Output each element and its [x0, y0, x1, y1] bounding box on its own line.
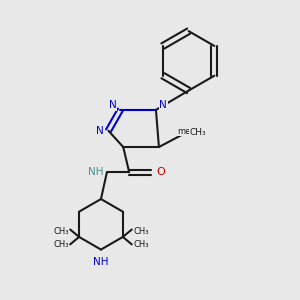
Text: O: O: [157, 167, 166, 177]
Text: NH: NH: [93, 257, 109, 267]
Text: NH: NH: [88, 167, 104, 177]
Text: CH₃: CH₃: [53, 240, 69, 249]
Text: CH₃: CH₃: [133, 227, 149, 236]
Text: CH₃: CH₃: [190, 128, 206, 137]
Text: N: N: [160, 100, 167, 110]
Text: N: N: [109, 100, 117, 110]
Text: CH₃: CH₃: [133, 240, 149, 249]
Text: N: N: [96, 126, 104, 136]
Text: CH₃: CH₃: [53, 227, 69, 236]
Text: methyl: methyl: [177, 127, 206, 136]
